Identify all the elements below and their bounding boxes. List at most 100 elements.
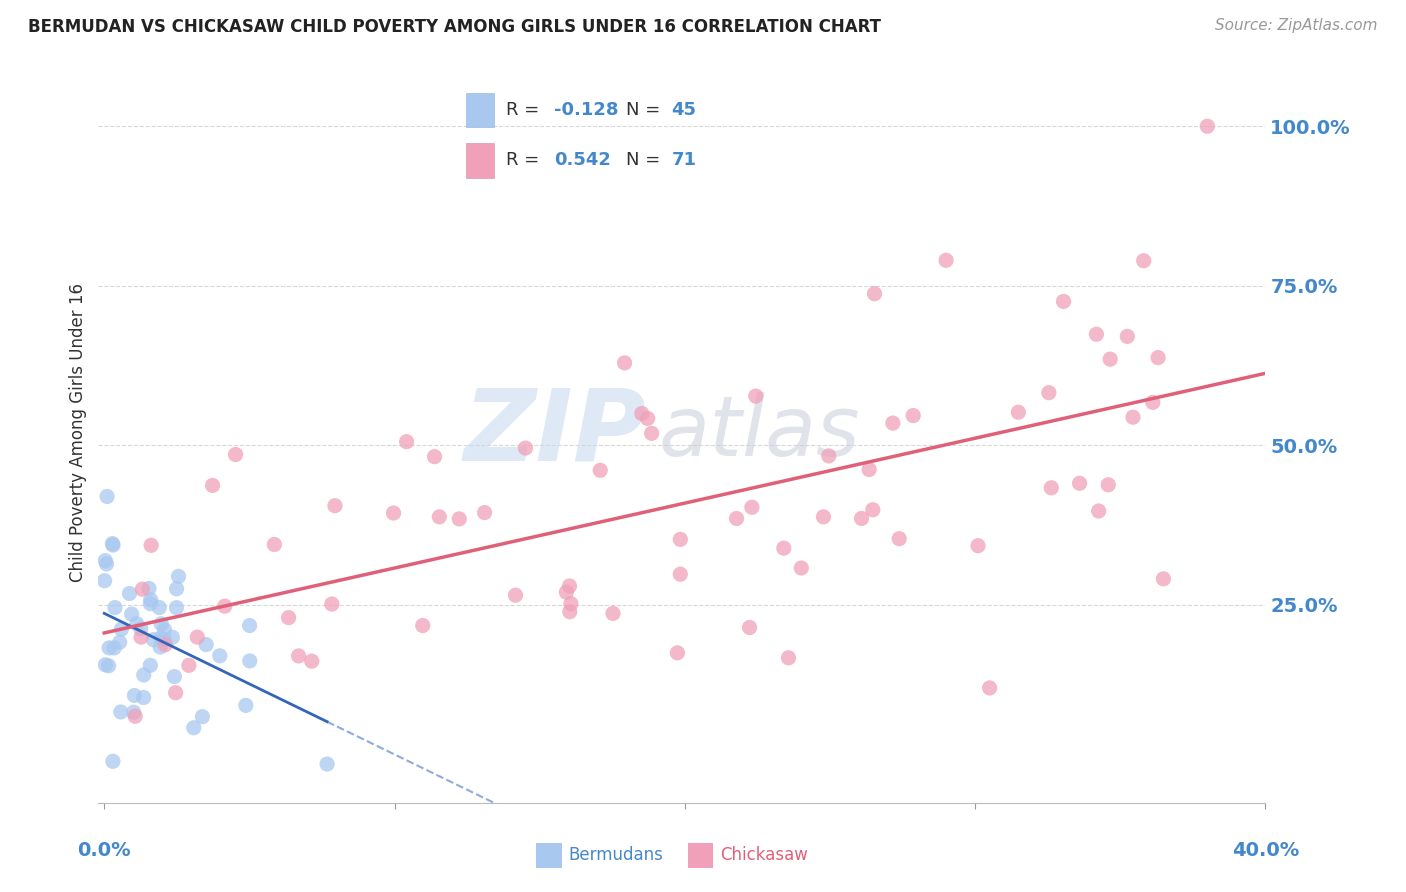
Text: BERMUDAN VS CHICKASAW CHILD POVERTY AMONG GIRLS UNDER 16 CORRELATION CHART: BERMUDAN VS CHICKASAW CHILD POVERTY AMON… [28, 18, 882, 36]
Point [903, 409, 925, 423]
Point [166, 582, 188, 596]
Point [637, 411, 659, 425]
Point [96, 557, 118, 571]
Point [412, 618, 434, 632]
Point [882, 416, 904, 430]
Point [1147, 351, 1170, 365]
Point [129, 630, 152, 644]
Point [321, 597, 343, 611]
Point [110, 622, 132, 636]
Point [139, 597, 162, 611]
Point [132, 690, 155, 705]
Point [131, 582, 153, 597]
Point [1197, 120, 1219, 134]
Point [935, 253, 957, 268]
FancyBboxPatch shape [688, 843, 713, 868]
Text: Source: ZipAtlas.com: Source: ZipAtlas.com [1215, 18, 1378, 33]
Point [129, 622, 152, 636]
Point [741, 500, 763, 515]
Point [1142, 395, 1164, 409]
Text: 40.0%: 40.0% [1232, 841, 1299, 860]
Point [515, 441, 537, 455]
Point [96, 490, 118, 504]
Point [666, 646, 689, 660]
Point [725, 511, 748, 525]
Point [602, 607, 624, 621]
Point [139, 658, 162, 673]
Point [149, 640, 172, 654]
Point [186, 630, 208, 644]
Point [183, 721, 205, 735]
Point [1085, 327, 1108, 342]
Point [589, 463, 612, 477]
Point [858, 462, 880, 476]
Point [967, 539, 990, 553]
Point [630, 407, 652, 421]
Point [1087, 504, 1109, 518]
Point [277, 610, 299, 624]
Point [301, 654, 323, 668]
Point [669, 533, 692, 547]
Point [1069, 476, 1091, 491]
Text: Bermudans: Bermudans [568, 846, 664, 863]
Point [165, 686, 187, 700]
Point [101, 538, 124, 552]
Point [738, 620, 761, 634]
Point [640, 426, 662, 441]
Y-axis label: Child Poverty Among Girls Under 16: Child Poverty Among Girls Under 16 [69, 283, 87, 582]
Point [101, 754, 124, 768]
Point [423, 450, 446, 464]
Point [139, 538, 162, 552]
Point [395, 434, 418, 449]
Point [813, 509, 835, 524]
Point [148, 600, 170, 615]
Point [772, 541, 794, 556]
Point [745, 389, 768, 403]
Point [1122, 410, 1144, 425]
Point [142, 632, 165, 647]
Point [1007, 405, 1029, 419]
Point [104, 600, 127, 615]
Point [195, 638, 218, 652]
Point [1040, 481, 1063, 495]
Point [121, 607, 143, 621]
Point [108, 635, 131, 649]
Point [449, 512, 471, 526]
Point [851, 511, 873, 525]
Point [323, 499, 346, 513]
Point [110, 705, 132, 719]
Point [201, 478, 224, 492]
Point [287, 648, 309, 663]
Point [1038, 385, 1060, 400]
FancyBboxPatch shape [536, 843, 562, 868]
Point [427, 509, 450, 524]
Point [558, 605, 581, 619]
Point [94, 553, 117, 567]
Point [239, 654, 262, 668]
Point [1152, 572, 1174, 586]
Point [862, 503, 884, 517]
Point [97, 658, 120, 673]
Point [1132, 253, 1154, 268]
Point [150, 616, 173, 631]
Point [94, 657, 117, 672]
Point [669, 567, 692, 582]
Point [239, 618, 262, 632]
Point [214, 599, 236, 614]
Point [122, 705, 145, 719]
Point [155, 638, 177, 652]
Point [790, 561, 813, 575]
Point [979, 681, 1001, 695]
Point [225, 448, 247, 462]
Point [132, 668, 155, 682]
Point [98, 640, 121, 655]
Point [474, 506, 496, 520]
Point [124, 689, 146, 703]
Point [167, 569, 190, 583]
Point [166, 600, 188, 615]
Point [555, 585, 578, 599]
Point [863, 286, 886, 301]
Point [93, 574, 115, 588]
Point [162, 631, 184, 645]
Text: atlas: atlas [658, 392, 860, 473]
